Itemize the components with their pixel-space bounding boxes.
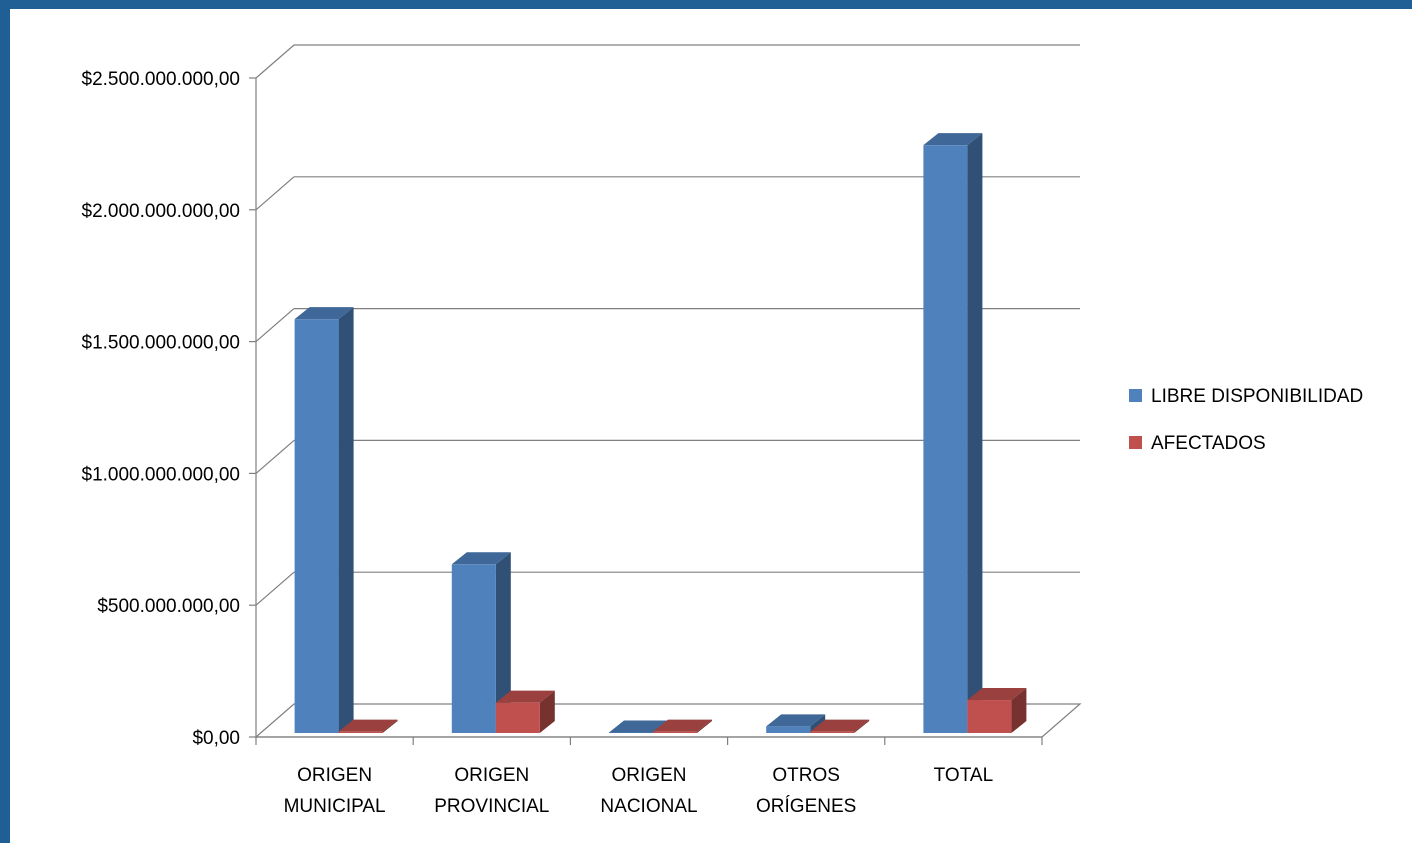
bar-top	[653, 719, 712, 732]
y-tick-label: $1.000.000.000,00	[82, 464, 241, 485]
bar	[923, 145, 968, 733]
y-tick-label: $2.000.000.000,00	[82, 201, 241, 222]
bar-top	[451, 552, 511, 565]
legend-label: AFECTADOS	[1151, 433, 1266, 454]
bar	[766, 726, 811, 733]
gridline-side	[255, 571, 295, 606]
x-tick-label: ORIGEN NACIONAL	[600, 765, 697, 817]
x-tick-label: ORIGEN PROVINCIAL	[434, 765, 549, 817]
bar-top	[609, 720, 668, 733]
legend-swatch	[1129, 389, 1142, 402]
bar-top	[810, 719, 870, 732]
bar-top	[495, 690, 555, 703]
chart-frame: $0,00 $500.000.000,00 $1.000.000.000,00 $1.…	[10, 9, 1412, 843]
bar	[338, 731, 383, 733]
x-tick-label: ORIGEN MUNICIPAL	[284, 765, 386, 817]
y-tick-label: $1.500.000.000,00	[82, 333, 241, 354]
bar-side	[1011, 688, 1027, 733]
y-tick-label: $0,00	[192, 728, 240, 749]
bar-top	[967, 688, 1027, 701]
bar-side	[382, 719, 398, 733]
bar	[810, 731, 855, 733]
x-tick-label: TOTAL	[934, 765, 993, 786]
x-tick-label: OTROS ORÍGENES	[756, 765, 856, 817]
bar-top	[338, 719, 398, 732]
bar-side	[967, 133, 983, 733]
bar-top	[766, 714, 826, 727]
bar-side	[810, 714, 826, 733]
bar-side	[495, 552, 511, 733]
bar	[609, 732, 653, 733]
bar-side	[539, 690, 555, 733]
gridline-side	[255, 308, 295, 343]
legend-label: LIBRE DISPONIBILIDAD	[1151, 386, 1363, 407]
bar	[967, 700, 1012, 733]
y-tick-label: $2.500.000.000,00	[82, 69, 241, 90]
bar-top	[923, 133, 983, 146]
gridline-side	[255, 439, 295, 474]
gridline-side	[255, 176, 295, 211]
bar-chart: $0,00 $500.000.000,00 $1.000.000.000,00 $1.…	[82, 44, 1363, 817]
bar-side	[697, 719, 712, 733]
bar-top	[294, 307, 354, 320]
bar-side	[854, 719, 870, 733]
bar	[294, 319, 339, 733]
bar	[653, 731, 697, 733]
y-tick-label: $500.000.000,00	[97, 596, 240, 617]
bar	[451, 564, 496, 733]
bar	[495, 702, 540, 733]
gridline-side	[255, 44, 295, 79]
bar-side	[338, 307, 354, 733]
legend-swatch	[1129, 436, 1142, 449]
